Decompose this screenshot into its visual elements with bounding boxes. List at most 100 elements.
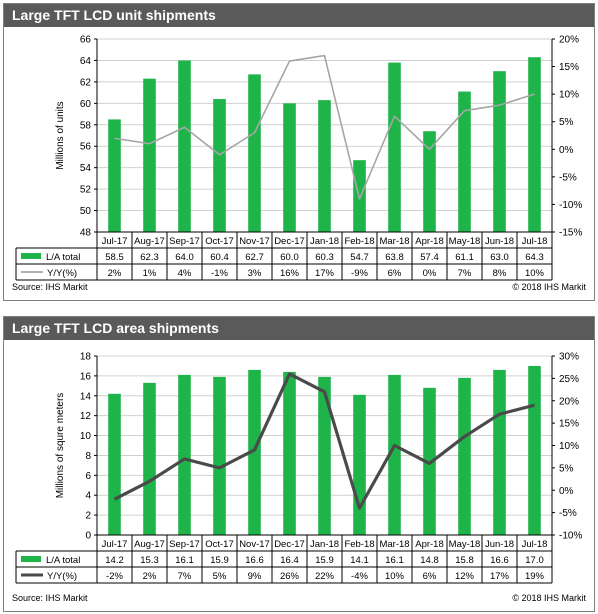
y-tick-label: 54 bbox=[80, 163, 92, 174]
data-label-line: 16% bbox=[280, 268, 300, 279]
y-tick-label: 14 bbox=[80, 391, 92, 402]
y-tick-label: 2 bbox=[85, 511, 91, 522]
x-tick-label: Sep-17 bbox=[169, 236, 200, 247]
bar bbox=[458, 91, 471, 233]
bar bbox=[318, 376, 331, 535]
data-label-bar: 15.9 bbox=[210, 555, 229, 566]
area-shipments-panel: Large TFT LCD area shipments 0 2 4 6 8 10 12 14… bbox=[3, 316, 595, 612]
data-label-bar: 54.7 bbox=[350, 252, 369, 263]
bar bbox=[283, 103, 296, 232]
y2-tick-label: -5% bbox=[559, 172, 577, 183]
data-label-bar: 14.8 bbox=[420, 555, 439, 566]
y2-tick-label: 20% bbox=[559, 35, 579, 46]
data-label-bar: 16.1 bbox=[175, 555, 194, 566]
x-tick-label: Nov-17 bbox=[239, 539, 270, 550]
y-tick-label: 18 bbox=[80, 352, 92, 363]
x-tick-label: Aug-17 bbox=[134, 539, 165, 550]
data-label-line: -9% bbox=[351, 268, 368, 279]
data-label-bar: 14.2 bbox=[105, 555, 124, 566]
data-label-bar: 15.3 bbox=[140, 555, 159, 566]
y-tick-label: 8 bbox=[85, 451, 91, 462]
data-label-line: 8% bbox=[493, 268, 507, 279]
y2-tick-label: 20% bbox=[559, 396, 579, 407]
y2-tick-label: 15% bbox=[559, 62, 579, 73]
data-label-bar: 61.1 bbox=[455, 252, 474, 263]
x-tick-label: Jan-18 bbox=[310, 236, 339, 247]
x-tick-label: Apr-18 bbox=[415, 539, 444, 550]
bar bbox=[493, 369, 506, 535]
data-label-line: 0% bbox=[423, 268, 437, 279]
bar bbox=[178, 60, 191, 232]
data-label-bar: 17.0 bbox=[525, 555, 544, 566]
x-tick-label: Jun-18 bbox=[485, 539, 514, 550]
x-tick-label: Dec-17 bbox=[274, 236, 305, 247]
legend-label-bar: L/A total bbox=[46, 252, 80, 263]
unit-shipments-chart: 48 50 52 54 56 58 60 62 64 66 -15% -10% -5% 0% 5% 10% 15… bbox=[15, 35, 582, 281]
x-tick-label: Jun-18 bbox=[485, 236, 514, 247]
x-tick-label: Jul-18 bbox=[522, 236, 548, 247]
data-label-bar: 57.4 bbox=[420, 252, 439, 263]
y2-tick-label: -5% bbox=[559, 508, 577, 519]
data-label-line: 6% bbox=[423, 571, 437, 582]
x-tick-label: Feb-18 bbox=[344, 539, 374, 550]
data-label-line: 7% bbox=[458, 268, 472, 279]
y-tick-label: 66 bbox=[80, 35, 92, 46]
y-tick-label: 0 bbox=[85, 531, 91, 542]
data-label-line: 10% bbox=[525, 268, 545, 279]
y-tick-label: 16 bbox=[80, 371, 92, 382]
data-label-line: 22% bbox=[315, 571, 335, 582]
unit-shipments-panel: Large TFT LCD unit shipments 48 50 52 54 56 5… bbox=[3, 3, 595, 301]
x-tick-label: Sep-17 bbox=[169, 539, 200, 550]
y-tick-label: 10 bbox=[80, 431, 92, 442]
legend-label-line: Y/Y(%) bbox=[47, 268, 77, 279]
panel-title: Large TFT LCD unit shipments bbox=[12, 7, 216, 23]
bar bbox=[318, 100, 331, 232]
copyright-note: © 2018 IHS Markit bbox=[512, 593, 586, 603]
x-tick-label: Oct-17 bbox=[205, 539, 234, 550]
y-tick-label: 6 bbox=[85, 471, 91, 482]
x-tick-label: Jul-17 bbox=[102, 236, 128, 247]
data-label-bar: 62.3 bbox=[140, 252, 159, 263]
y-axis-label: Millions of squre meters bbox=[55, 393, 66, 499]
y-tick-label: 56 bbox=[80, 142, 92, 153]
y-tick-label: 60 bbox=[80, 99, 92, 110]
bar bbox=[458, 377, 471, 535]
y2-tick-label: 0% bbox=[559, 486, 574, 497]
data-label-line: 1% bbox=[143, 268, 157, 279]
bar bbox=[423, 131, 436, 232]
data-label-line: 9% bbox=[248, 571, 262, 582]
data-label-bar: 16.1 bbox=[385, 555, 404, 566]
data-label-bar: 63.8 bbox=[385, 252, 404, 263]
y2-tick-label: 0% bbox=[559, 145, 574, 156]
data-label-bar: 16.6 bbox=[245, 555, 264, 566]
y2-tick-label: -10% bbox=[559, 200, 582, 211]
data-label-bar: 64.0 bbox=[175, 252, 194, 263]
bar bbox=[388, 62, 401, 232]
data-label-bar: 64.3 bbox=[525, 252, 544, 263]
x-tick-label: Feb-18 bbox=[344, 236, 374, 247]
data-label-line: 17% bbox=[490, 571, 510, 582]
y2-tick-label: 30% bbox=[559, 352, 579, 363]
panel-header: Large TFT LCD unit shipments bbox=[4, 4, 594, 27]
data-label-line: 2% bbox=[143, 571, 157, 582]
x-tick-label: May-18 bbox=[449, 236, 481, 247]
source-note: Source: IHS Markit bbox=[12, 593, 88, 603]
data-label-bar: 60.3 bbox=[315, 252, 334, 263]
x-tick-label: Oct-17 bbox=[205, 236, 234, 247]
y2-tick-label: 5% bbox=[559, 117, 574, 128]
data-label-line: 12% bbox=[455, 571, 475, 582]
bar bbox=[528, 57, 541, 232]
data-label-bar: 60.4 bbox=[210, 252, 229, 263]
x-tick-label: Aug-17 bbox=[134, 236, 165, 247]
x-tick-label: Jul-17 bbox=[102, 539, 128, 550]
bar bbox=[178, 374, 191, 535]
x-tick-label: Nov-17 bbox=[239, 236, 270, 247]
bar bbox=[213, 376, 226, 535]
x-tick-label: May-18 bbox=[449, 539, 481, 550]
bar bbox=[528, 365, 541, 535]
bar bbox=[143, 382, 156, 535]
data-label-line: 19% bbox=[525, 571, 545, 582]
bar bbox=[248, 74, 261, 232]
y-tick-label: 52 bbox=[80, 185, 92, 196]
data-label-line: 17% bbox=[315, 268, 335, 279]
